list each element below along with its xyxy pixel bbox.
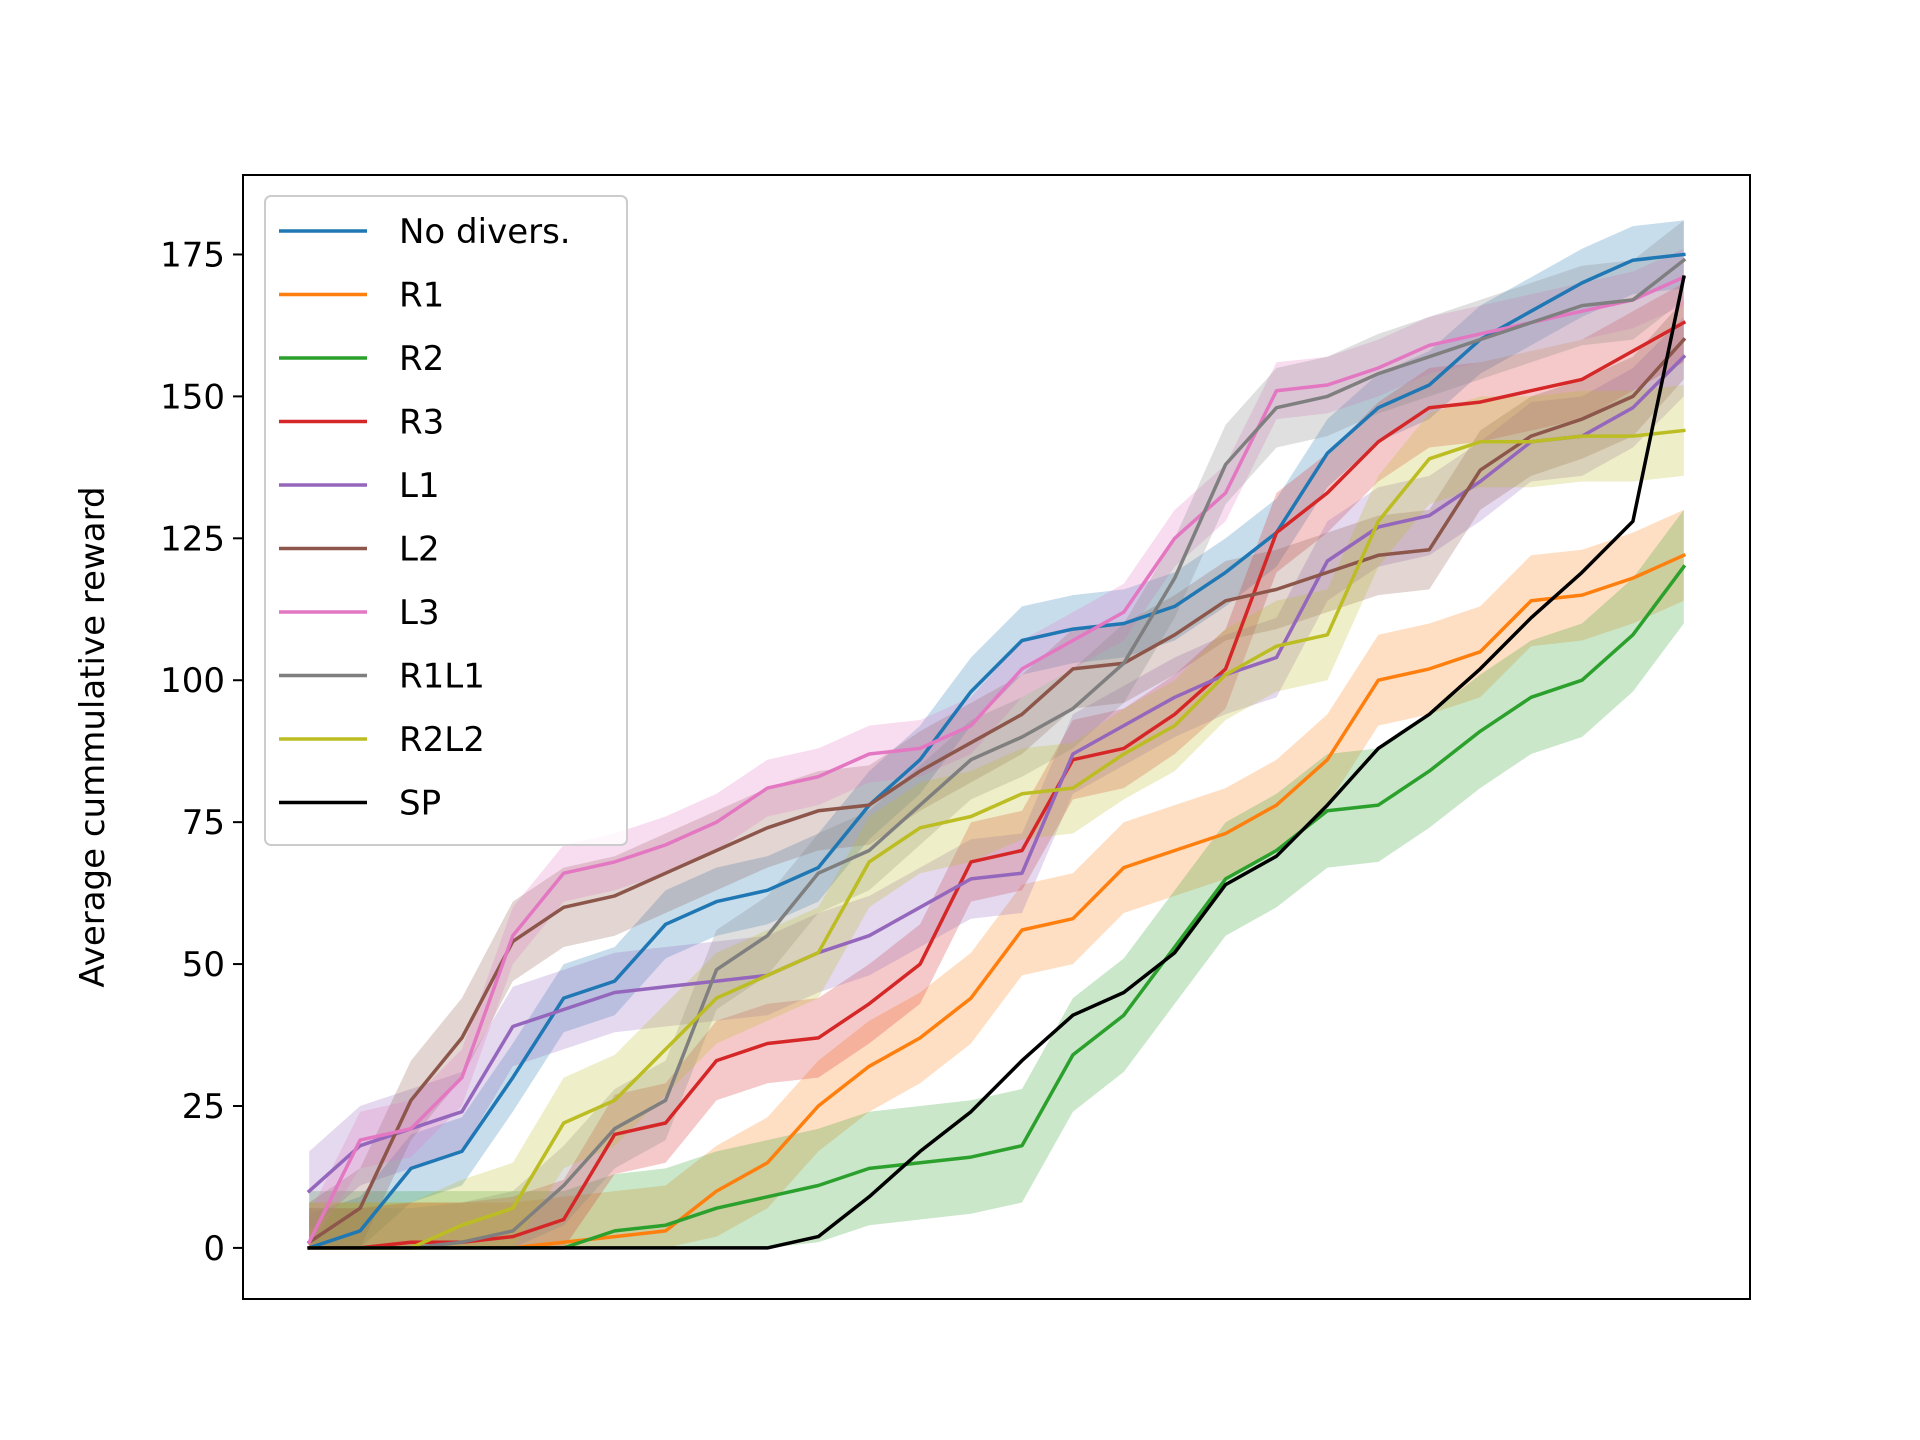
y-axis-ticks: 0 25 50 75 100 125 150 175 (160, 235, 243, 1269)
band-l2 (309, 299, 1684, 1248)
y-tick-label: 100 (160, 661, 225, 701)
line-r3 (307, 320, 1687, 1250)
y-axis-title: Average cummulative reward (73, 486, 113, 987)
line-sp (307, 275, 1686, 1250)
line-l1 (306, 354, 1687, 1194)
y-tick-label: 0 (203, 1229, 225, 1269)
legend-label-r2l2: R2L2 (399, 720, 485, 760)
legend-label-l2: L2 (399, 530, 440, 570)
legend-item-r2: R2 (279, 339, 444, 379)
legend-item-sp: SP (279, 784, 441, 824)
line-r1 (307, 552, 1687, 1250)
series-lines (306, 252, 1687, 1251)
y-tick-label: 175 (160, 235, 225, 275)
legend-item-r3: R3 (279, 403, 444, 443)
legend-item-l3: L3 (279, 593, 440, 633)
band-r2l2 (309, 385, 1684, 1248)
y-tick-label: 25 (182, 1087, 225, 1127)
line-r2l2 (307, 428, 1686, 1250)
legend-item-r2l2: R2L2 (279, 720, 485, 760)
band-r3 (309, 282, 1684, 1248)
band-r1l1 (309, 220, 1684, 1248)
legend-label-l3: L3 (399, 593, 440, 633)
line-l2 (306, 337, 1687, 1245)
legend: No divers. R1 R2 R3 L1 L2 L3 R1L1 R2L2 SP (264, 195, 628, 846)
legend-item-l2: L2 (279, 530, 440, 570)
legend-entries: No divers. R1 R2 R3 L1 L2 L3 R1L1 R2L2 SP (279, 212, 571, 824)
band-no-divers (309, 220, 1684, 1248)
legend-item-r1: R1 (279, 276, 444, 316)
line-no-divers (306, 252, 1686, 1251)
legend-item-r1l1: R1L1 (279, 657, 485, 697)
legend-label-no-divers: No divers. (399, 212, 571, 252)
legend-item-l1: L1 (279, 466, 440, 506)
legend-label-l1: L1 (399, 466, 440, 506)
legend-label-r1: R1 (399, 276, 444, 316)
confidence-bands (309, 220, 1684, 1248)
band-r2 (309, 509, 1684, 1248)
legend-label-r3: R3 (399, 403, 444, 443)
y-tick-label: 75 (182, 803, 225, 843)
band-l1 (309, 316, 1684, 1231)
legend-label-r1l1: R1L1 (399, 657, 485, 697)
legend-item-no-divers: No divers. (279, 212, 571, 252)
y-tick-label: 125 (160, 519, 225, 559)
y-tick-label: 150 (160, 377, 225, 417)
line-r1l1 (307, 257, 1687, 1250)
y-tick-label: 50 (182, 945, 225, 985)
legend-label-sp: SP (399, 784, 441, 824)
band-r1 (309, 509, 1684, 1248)
plot-frame (242, 174, 1751, 1300)
line-l3 (306, 274, 1687, 1245)
legend-label-r2: R2 (399, 339, 444, 379)
